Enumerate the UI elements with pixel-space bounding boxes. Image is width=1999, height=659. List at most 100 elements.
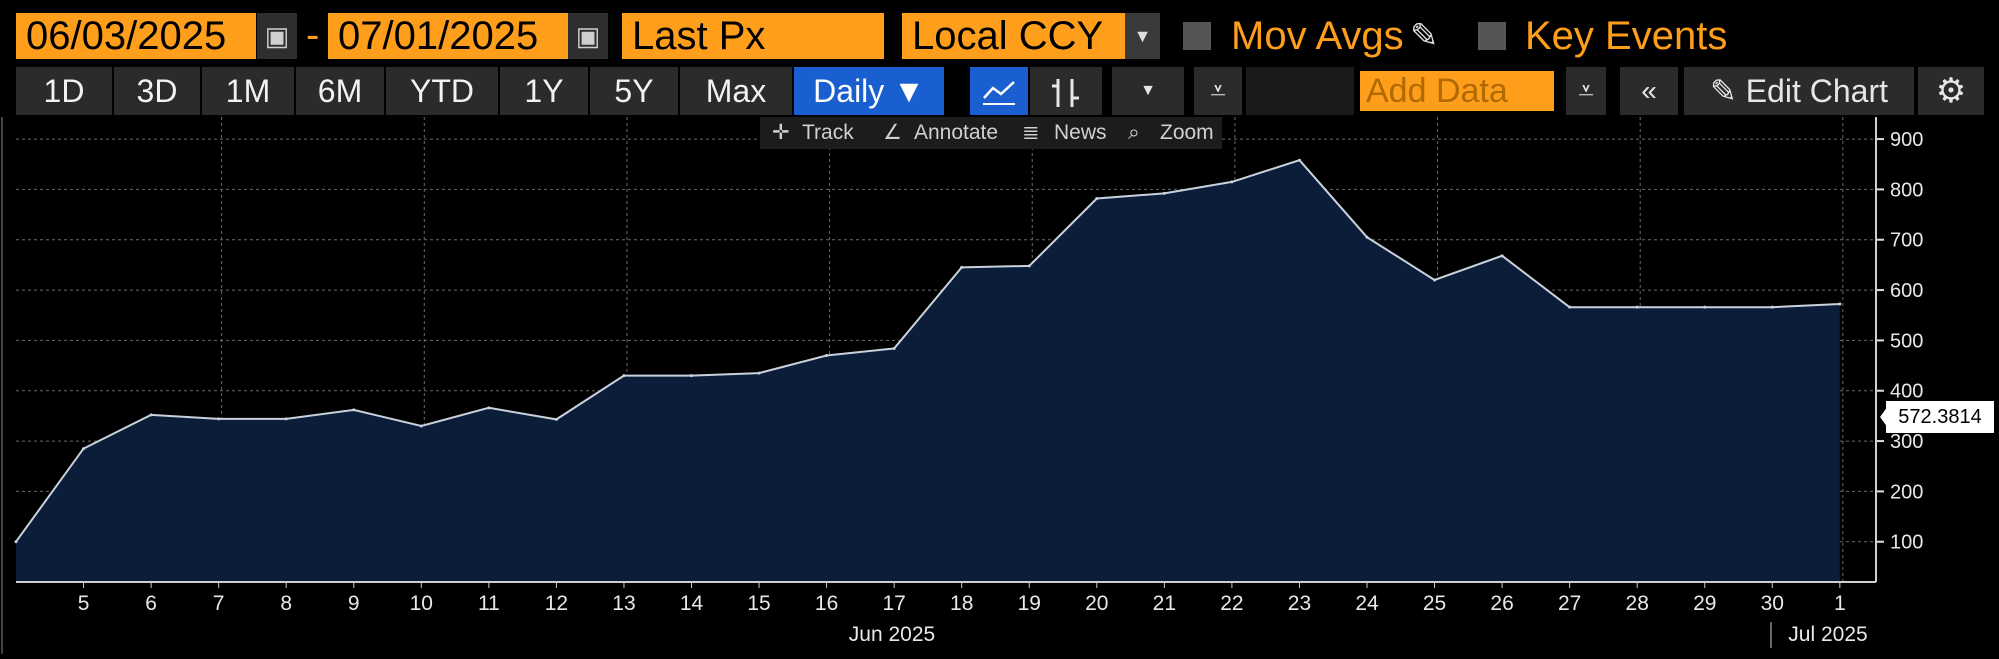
calendar-icon[interactable]: ▣ xyxy=(568,13,608,59)
x-tick-label: 17 xyxy=(882,592,905,615)
range-button-5y[interactable]: 5Y xyxy=(590,67,678,115)
chart-toolbar: 1D 3D 1M 6M YTD 1Y 5Y Max Daily ▼ ▼ ⩡ Ad… xyxy=(0,67,1999,117)
x-tick-label: 30 xyxy=(1761,592,1784,615)
data-point xyxy=(757,371,761,375)
range-button-1m[interactable]: 1M xyxy=(202,67,294,115)
month-label: Jul 2025 xyxy=(1788,623,1867,646)
start-date-field[interactable]: 06/03/2025 xyxy=(16,13,256,59)
range-button-ytd[interactable]: YTD xyxy=(386,67,498,115)
x-tick-label: 16 xyxy=(815,592,838,615)
chevron-down-icon[interactable]: ▼ xyxy=(1125,13,1160,59)
range-button-3d[interactable]: 3D xyxy=(114,67,200,115)
mov-avgs-label[interactable]: Mov Avgs xyxy=(1231,14,1404,58)
x-tick-label: 19 xyxy=(1018,592,1041,615)
toolbar-spacer xyxy=(1246,67,1354,115)
key-events-label[interactable]: Key Events xyxy=(1525,14,1728,58)
price-area xyxy=(16,160,1840,582)
data-point xyxy=(892,346,896,350)
x-tick-label: 18 xyxy=(950,592,973,615)
y-tick-label: 200 xyxy=(1890,481,1923,503)
data-point xyxy=(217,417,221,421)
add-data-input[interactable]: Add Data xyxy=(1360,71,1554,111)
data-point xyxy=(1095,196,1099,200)
data-point xyxy=(82,447,86,451)
pencil-icon[interactable]: ✎ xyxy=(1410,17,1439,55)
chart-type-dropdown-icon[interactable]: ▼ xyxy=(1112,67,1184,115)
annotate-tool[interactable]: ∠ Annotate xyxy=(883,121,998,144)
data-point xyxy=(1770,305,1774,309)
x-tick-label: 29 xyxy=(1693,592,1716,615)
data-point xyxy=(1162,191,1166,195)
data-point xyxy=(1703,305,1707,309)
security-header-bar: 06/03/2025 ▣ - 07/01/2025 ▣ Last Px Loca… xyxy=(0,0,1999,67)
range-button-max[interactable]: Max xyxy=(680,67,792,115)
x-tick-label: 6 xyxy=(145,592,157,615)
data-point xyxy=(1568,305,1572,309)
data-point xyxy=(14,540,18,544)
data-point xyxy=(284,417,288,421)
data-point xyxy=(1433,278,1437,282)
track-label: Track xyxy=(802,121,854,144)
x-tick-label: 15 xyxy=(747,592,770,615)
x-tick-label: 20 xyxy=(1085,592,1108,615)
calendar-icon[interactable]: ▣ xyxy=(257,13,297,59)
data-point xyxy=(419,424,423,428)
filter-icon[interactable]: ⩡ xyxy=(1194,67,1242,115)
bar-chart-icon[interactable] xyxy=(1030,67,1102,115)
zoom-tool[interactable]: ⌕ Zoom xyxy=(1128,121,1214,144)
range-button-1d[interactable]: 1D xyxy=(16,67,112,115)
x-tick-label: 11 xyxy=(478,592,500,615)
data-point xyxy=(1027,264,1031,268)
data-point xyxy=(1297,158,1301,162)
data-point xyxy=(1230,180,1234,184)
y-tick-label: 600 xyxy=(1890,280,1923,302)
currency-selector[interactable]: Local CCY xyxy=(902,13,1125,59)
data-point xyxy=(960,265,964,269)
end-date-field[interactable]: 07/01/2025 xyxy=(328,13,568,59)
x-tick-label: 26 xyxy=(1490,592,1513,615)
gear-icon[interactable]: ⚙ xyxy=(1918,67,1984,115)
filter-icon[interactable]: ⩡ xyxy=(1566,67,1606,115)
mov-avgs-checkbox[interactable] xyxy=(1183,22,1211,50)
annotate-label: Annotate xyxy=(914,121,998,144)
data-point xyxy=(554,417,558,421)
data-point xyxy=(1365,235,1369,239)
line-chart-icon[interactable] xyxy=(970,67,1028,115)
price-chart[interactable]: 100 200 300 400 500 600 700 800 900 5 6 7 8 9 10 11 12 13… xyxy=(0,117,1999,654)
y-tick-label: 400 xyxy=(1890,381,1923,403)
data-point xyxy=(622,374,626,378)
x-tick-label: 23 xyxy=(1288,592,1311,615)
range-button-1y[interactable]: 1Y xyxy=(500,67,588,115)
data-point xyxy=(690,374,693,378)
price-line xyxy=(15,159,1840,543)
edit-chart-button[interactable]: ✎ Edit Chart xyxy=(1684,67,1914,115)
x-tick-label: 12 xyxy=(545,592,568,615)
edit-chart-label: Edit Chart xyxy=(1745,73,1888,109)
crosshair-icon: ✛ xyxy=(772,121,790,144)
date-separator: - xyxy=(306,13,320,57)
x-tick-label: 9 xyxy=(348,592,360,615)
key-events-checkbox[interactable] xyxy=(1478,22,1506,50)
data-point xyxy=(1500,254,1504,258)
frequency-dropdown[interactable]: Daily ▼ xyxy=(794,67,944,115)
y-tick-label: 900 xyxy=(1890,129,1923,151)
x-tick-label: 21 xyxy=(1153,592,1176,615)
data-point xyxy=(825,354,829,357)
x-tick-label: 1 xyxy=(1834,592,1846,615)
data-point xyxy=(1635,305,1639,309)
data-point xyxy=(352,408,356,412)
x-tick-label: 7 xyxy=(213,592,225,615)
range-button-6m[interactable]: 6M xyxy=(296,67,384,115)
news-label: News xyxy=(1054,121,1107,144)
y-tick-label: 300 xyxy=(1890,431,1923,453)
y-tick-label: 500 xyxy=(1890,330,1923,352)
news-tool[interactable]: ≣ News xyxy=(1022,121,1107,144)
month-label: Jun 2025 xyxy=(849,623,935,646)
data-point xyxy=(1838,302,1842,306)
zoom-label: Zoom xyxy=(1160,121,1214,144)
field-selector[interactable]: Last Px xyxy=(622,13,884,59)
collapse-icon[interactable]: « xyxy=(1620,67,1678,115)
track-tool[interactable]: ✛ Track xyxy=(772,121,854,144)
last-value-label: 572.3814 xyxy=(1886,401,1994,433)
